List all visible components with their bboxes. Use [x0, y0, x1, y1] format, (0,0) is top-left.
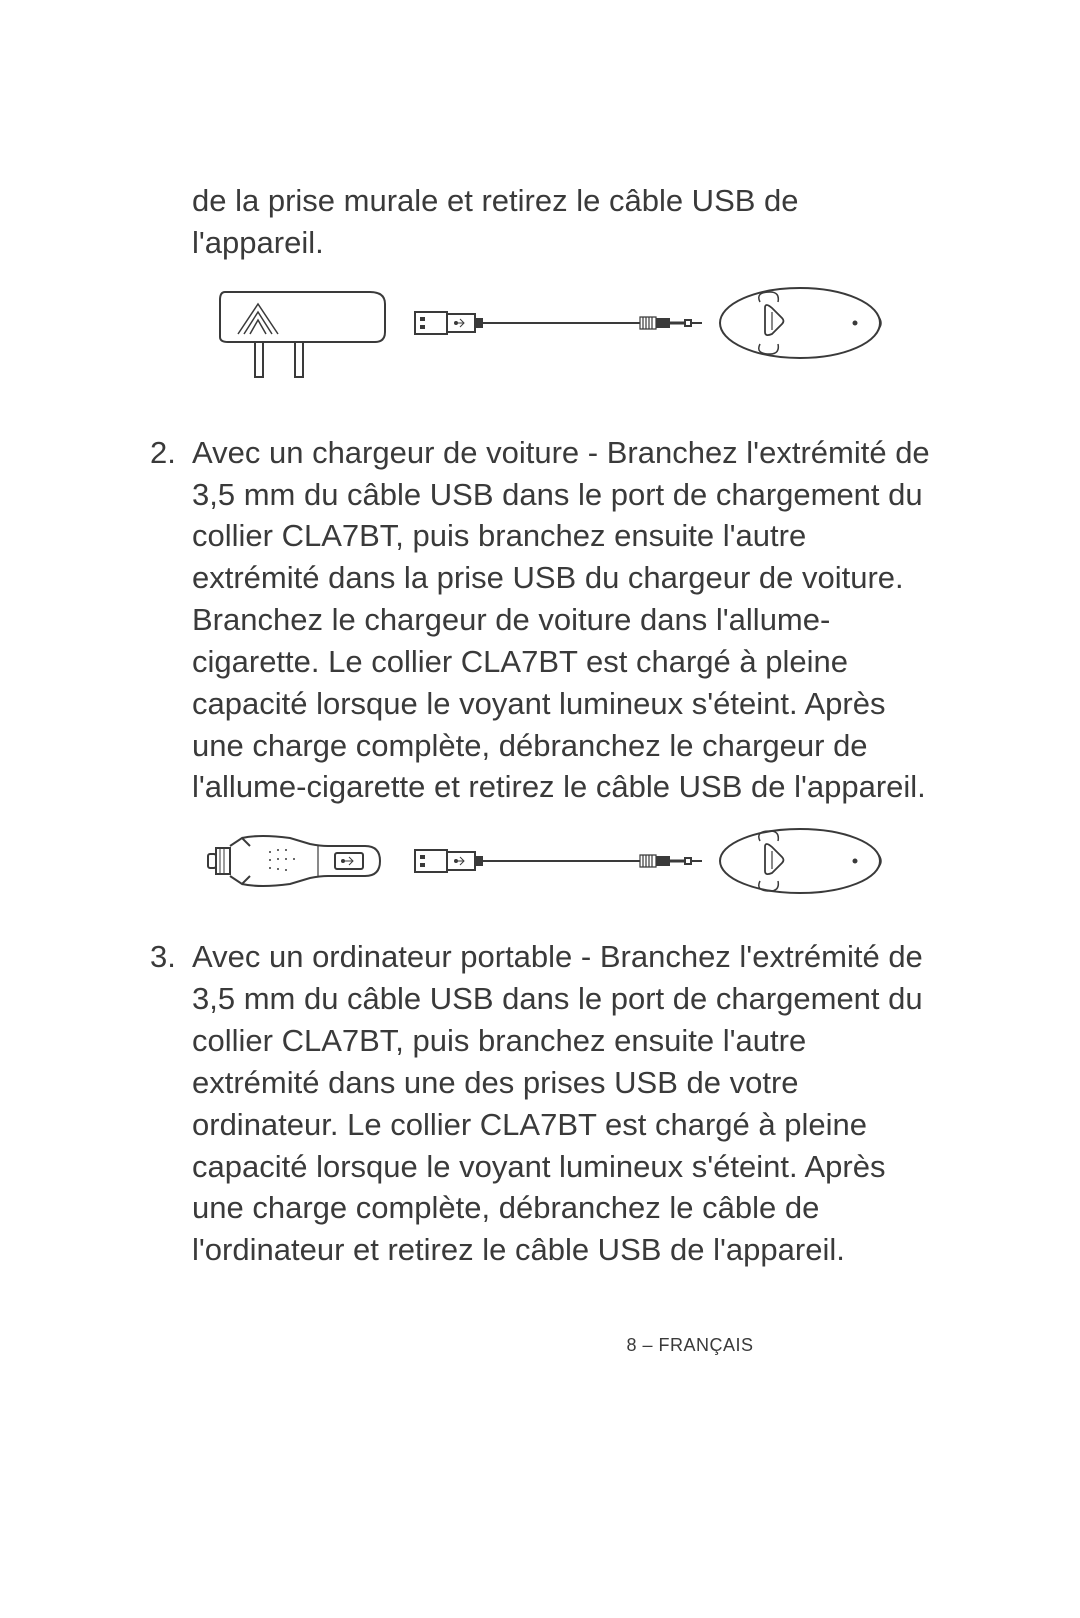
continuation-paragraph: de la prise murale et retirez le câble U…	[192, 180, 930, 264]
car-charger-illustration	[200, 826, 930, 896]
wall-charger-illustration	[200, 282, 930, 392]
list-number: 3.	[150, 936, 192, 1271]
list-item-2: 2. Avec un chargeur de voiture - Branche…	[150, 432, 930, 809]
list-text: Avec un chargeur de voiture - Branchez l…	[192, 432, 930, 809]
list-number: 2.	[150, 432, 192, 809]
list-text: Avec un ordinateur portable - Branchez l…	[192, 936, 930, 1271]
list-item-3: 3. Avec un ordinateur portable - Branche…	[150, 936, 930, 1271]
page-content: de la prise murale et retirez le câble U…	[150, 180, 930, 1289]
page-footer: 8 – FRANÇAIS	[150, 1335, 1080, 1356]
